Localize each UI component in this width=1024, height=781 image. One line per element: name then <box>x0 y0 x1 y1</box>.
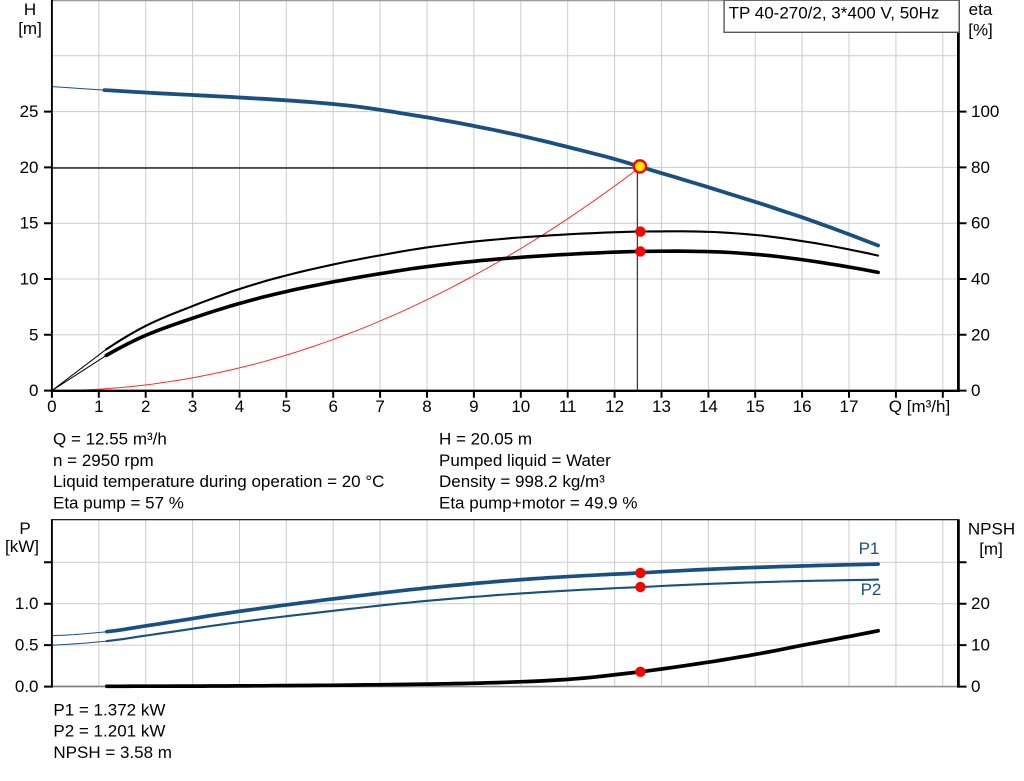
svg-text:0: 0 <box>47 397 56 416</box>
svg-text:Q = 12.55 m³/h: Q = 12.55 m³/h <box>53 430 167 449</box>
svg-text:Eta pump+motor = 49.9 %: Eta pump+motor = 49.9 % <box>439 493 637 512</box>
svg-text:1: 1 <box>94 397 103 416</box>
svg-text:5: 5 <box>282 397 291 416</box>
svg-text:17: 17 <box>840 397 859 416</box>
svg-text:60: 60 <box>971 214 990 233</box>
svg-text:13: 13 <box>652 397 671 416</box>
svg-text:10: 10 <box>20 270 39 289</box>
svg-text:80: 80 <box>971 158 990 177</box>
svg-text:0: 0 <box>971 381 980 400</box>
svg-text:6: 6 <box>328 397 337 416</box>
svg-text:P1: P1 <box>859 539 880 558</box>
svg-text:2: 2 <box>141 397 150 416</box>
svg-text:Density = 998.2 kg/m³: Density = 998.2 kg/m³ <box>439 472 605 491</box>
svg-text:15: 15 <box>20 214 39 233</box>
svg-text:n = 2950 rpm: n = 2950 rpm <box>53 451 154 470</box>
svg-text:[%]: [%] <box>968 21 993 40</box>
svg-text:Liquid temperature during oper: Liquid temperature during operation = 20… <box>53 472 384 491</box>
svg-text:[m]: [m] <box>979 540 1003 559</box>
svg-text:0: 0 <box>29 381 38 400</box>
svg-text:[kW]: [kW] <box>5 537 39 556</box>
svg-text:12: 12 <box>605 397 624 416</box>
svg-text:Q [m³/h]: Q [m³/h] <box>889 397 950 416</box>
svg-text:20: 20 <box>971 325 990 344</box>
svg-text:TP 40-270/2, 3*400 V, 50Hz: TP 40-270/2, 3*400 V, 50Hz <box>729 4 940 23</box>
svg-text:eta: eta <box>969 0 993 19</box>
svg-text:0: 0 <box>971 677 980 696</box>
svg-text:10: 10 <box>971 636 990 655</box>
svg-text:8: 8 <box>422 397 431 416</box>
svg-text:0.0: 0.0 <box>15 677 39 696</box>
svg-text:P1 = 1.372 kW: P1 = 1.372 kW <box>53 700 165 719</box>
svg-text:15: 15 <box>746 397 765 416</box>
svg-text:P2 = 1.201 kW: P2 = 1.201 kW <box>53 722 165 741</box>
svg-text:11: 11 <box>559 397 577 416</box>
svg-text:4: 4 <box>235 397 244 416</box>
svg-text:16: 16 <box>793 397 812 416</box>
svg-text:10: 10 <box>511 397 530 416</box>
svg-text:P: P <box>19 519 30 538</box>
svg-text:14: 14 <box>699 397 718 416</box>
svg-text:P2: P2 <box>861 580 882 599</box>
svg-text:1.0: 1.0 <box>15 594 39 613</box>
svg-text:H = 20.05 m: H = 20.05 m <box>439 430 532 449</box>
svg-text:NPSH = 3.58 m: NPSH = 3.58 m <box>53 743 172 762</box>
svg-text:25: 25 <box>20 102 39 121</box>
svg-text:20: 20 <box>971 594 990 613</box>
svg-text:7: 7 <box>375 397 384 416</box>
svg-text:H: H <box>24 0 36 19</box>
svg-text:40: 40 <box>971 270 990 289</box>
svg-text:NPSH: NPSH <box>968 520 1015 539</box>
svg-text:20: 20 <box>20 158 39 177</box>
svg-text:Eta pump = 57 %: Eta pump = 57 % <box>53 493 184 512</box>
svg-text:9: 9 <box>469 397 478 416</box>
svg-text:3: 3 <box>188 397 197 416</box>
svg-text:100: 100 <box>971 102 999 121</box>
svg-text:0.5: 0.5 <box>15 636 39 655</box>
svg-text:Pumped liquid = Water: Pumped liquid = Water <box>439 451 611 470</box>
svg-text:[m]: [m] <box>18 19 42 38</box>
svg-text:5: 5 <box>29 325 38 344</box>
